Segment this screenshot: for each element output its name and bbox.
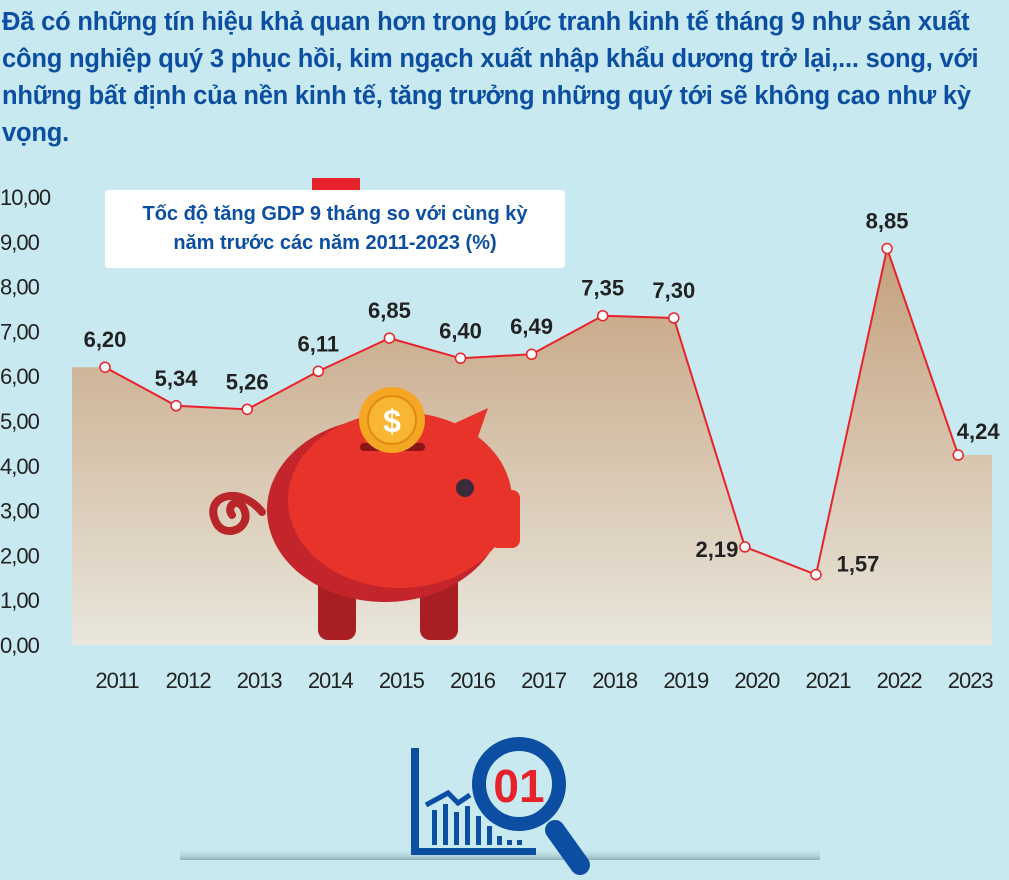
data-label: 6,11 bbox=[297, 331, 339, 356]
x-tick-label: 2016 bbox=[450, 668, 496, 693]
y-tick-label: 3,00 bbox=[0, 499, 40, 524]
x-tick-label: 2017 bbox=[521, 668, 567, 693]
y-tick-label: 5,00 bbox=[0, 409, 40, 434]
x-tick-label: 2011 bbox=[95, 668, 139, 693]
chart-title-line1: Tốc độ tăng GDP 9 tháng so với cùng kỳ bbox=[142, 203, 528, 225]
data-label: 7,30 bbox=[652, 278, 695, 303]
pig-body bbox=[288, 412, 512, 588]
data-point bbox=[881, 242, 893, 255]
x-tick-label: 2021 bbox=[806, 668, 852, 693]
data-point bbox=[170, 400, 182, 412]
x-tick-label: 2014 bbox=[308, 668, 354, 693]
y-axis: 0,00 1,00 2,00 3,00 4,00 5,00 6,00 7,00 8,00 9,00… bbox=[0, 185, 52, 658]
y-tick-label: 1,00 bbox=[0, 588, 40, 613]
data-point bbox=[241, 403, 253, 416]
y-tick-label: 2,00 bbox=[0, 543, 40, 568]
data-point bbox=[952, 449, 964, 461]
pig-eye bbox=[456, 479, 474, 497]
data-label: 5,34 bbox=[155, 366, 199, 391]
x-tick-label: 2020 bbox=[734, 668, 780, 693]
analytics-magnifier-icon: 01 bbox=[180, 737, 820, 875]
data-label: 6,40 bbox=[439, 318, 482, 343]
chart-title: Tốc độ tăng GDP 9 tháng so với cùng kỳ n… bbox=[105, 190, 565, 268]
piggy-bank-illustration: $ bbox=[209, 387, 520, 640]
area-fill bbox=[72, 248, 992, 645]
x-tick-label: 2022 bbox=[877, 668, 923, 693]
x-tick-label: 2018 bbox=[592, 668, 638, 693]
y-tick-label: 7,00 bbox=[0, 319, 40, 344]
pig-tail bbox=[209, 491, 266, 535]
data-label: 2,19 bbox=[695, 537, 738, 562]
x-tick-label: 2023 bbox=[948, 668, 994, 693]
y-tick-label: 8,00 bbox=[0, 275, 40, 300]
data-label: 6,20 bbox=[84, 327, 127, 352]
pig-ear bbox=[440, 408, 488, 460]
x-tick-label: 2013 bbox=[237, 668, 283, 693]
data-point bbox=[739, 541, 751, 553]
intro-paragraph: Đã có những tín hiệu khả quan hơn trong … bbox=[2, 8, 979, 147]
data-label: 1,57 bbox=[837, 552, 880, 577]
y-tick-label: 9,00 bbox=[0, 230, 40, 255]
data-point bbox=[454, 352, 467, 365]
data-point bbox=[525, 348, 538, 360]
data-label: 6,85 bbox=[368, 298, 411, 323]
data-label: 5,26 bbox=[226, 369, 269, 394]
svg-text:$: $ bbox=[383, 403, 401, 439]
pig-snout bbox=[490, 490, 520, 548]
data-point bbox=[596, 309, 609, 322]
y-tick-label: 4,00 bbox=[0, 454, 40, 479]
y-tick-label: 10,00 bbox=[0, 185, 51, 210]
data-label: 8,85 bbox=[866, 209, 909, 234]
data-point bbox=[383, 332, 396, 344]
y-tick-label: 0,00 bbox=[0, 633, 40, 658]
data-point bbox=[99, 361, 111, 373]
data-label: 6,49 bbox=[510, 314, 553, 339]
x-tick-label: 2012 bbox=[166, 668, 212, 693]
data-point bbox=[312, 365, 325, 378]
chart-title-line2: năm trước các năm 2011-2023 (%) bbox=[173, 232, 497, 254]
data-point bbox=[810, 568, 822, 581]
data-point bbox=[668, 312, 680, 324]
data-label: 4,24 bbox=[957, 419, 1001, 444]
data-label: 7,35 bbox=[581, 276, 624, 301]
badge-number: 01 bbox=[493, 760, 544, 812]
x-tick-label: 2015 bbox=[379, 668, 425, 693]
y-tick-label: 6,00 bbox=[0, 364, 40, 389]
x-tick-label: 2019 bbox=[663, 668, 709, 693]
x-axis: 2011 2012 2013 2014 2015 2016 2017 2018 2019 2020… bbox=[95, 668, 994, 693]
